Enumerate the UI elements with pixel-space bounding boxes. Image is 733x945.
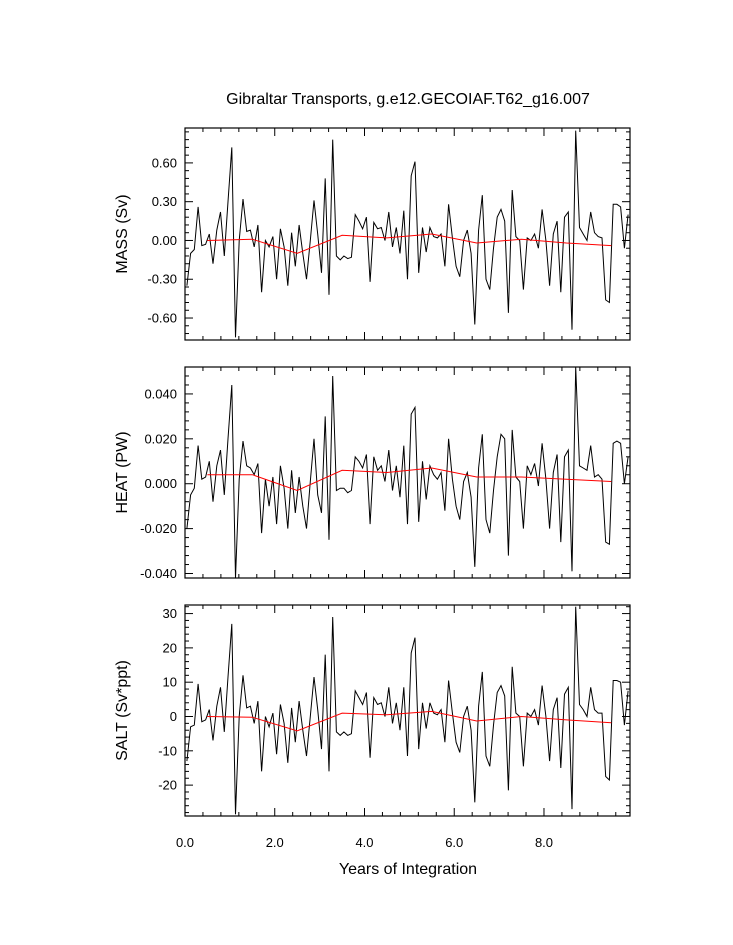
y-tick-label: 0.00 <box>152 233 177 248</box>
panel-frame <box>184 366 631 579</box>
y-tick-label: 0.60 <box>152 155 177 170</box>
y-tick-label: -10 <box>158 743 177 758</box>
y-tick-label: 0.30 <box>152 194 177 209</box>
x-tick-label: 8.0 <box>535 835 553 850</box>
panel-0: 0.60 0.30 0.00 -0.30 -0.60 MASS (Sv) <box>114 127 631 341</box>
annual-mean-line <box>207 233 612 254</box>
annual-mean-line <box>207 467 612 492</box>
panel-2: 30 20 10 0 -10 -20 SALT (Sv*ppt) <box>114 604 631 817</box>
y-tick-label: -0.30 <box>147 272 177 287</box>
monthly-series-line <box>186 606 629 815</box>
panel-frame <box>184 604 631 817</box>
y-tick-label: -20 <box>158 778 177 793</box>
x-tick-label: 2.0 <box>266 835 284 850</box>
monthly-series-line <box>186 130 629 338</box>
y-tick-label: 0 <box>170 709 177 724</box>
y-tick-label: 0.000 <box>144 476 177 491</box>
x-tick-label: 0.0 <box>176 835 194 850</box>
annual-mean-line <box>207 710 612 732</box>
monthly-series-line <box>186 367 629 578</box>
y-axis-label: MASS (Sv) <box>114 194 131 273</box>
x-tick-label: 4.0 <box>355 835 373 850</box>
panels-group: 0.60 0.30 0.00 -0.30 -0.60 MASS (Sv) 0.040 0.02… <box>114 127 631 817</box>
y-axis-label: HEAT (PW) <box>114 431 131 513</box>
y-tick-label: -0.60 <box>147 311 177 326</box>
y-tick-label: -0.040 <box>140 566 177 581</box>
y-tick-label: 30 <box>163 606 177 621</box>
y-tick-label: 0.020 <box>144 431 177 446</box>
y-tick-label: 10 <box>163 675 177 690</box>
chart-title: Gibraltar Transports, g.e12.GECOIAF.T62_… <box>226 91 590 108</box>
y-tick-label: -0.020 <box>140 521 177 536</box>
y-axis-label: SALT (Sv*ppt) <box>114 660 131 761</box>
panel-frame <box>184 127 631 341</box>
x-tick-label: 6.0 <box>445 835 463 850</box>
x-tick-labels: 0.0 2.0 4.0 6.0 8.0 <box>176 835 553 850</box>
y-tick-label: 20 <box>163 640 177 655</box>
y-tick-label: 0.040 <box>144 386 177 401</box>
x-axis-label: Years of Integration <box>339 861 477 878</box>
panel-1: 0.040 0.020 0.000 -0.020 -0.040 HEAT (PW) <box>114 366 631 581</box>
